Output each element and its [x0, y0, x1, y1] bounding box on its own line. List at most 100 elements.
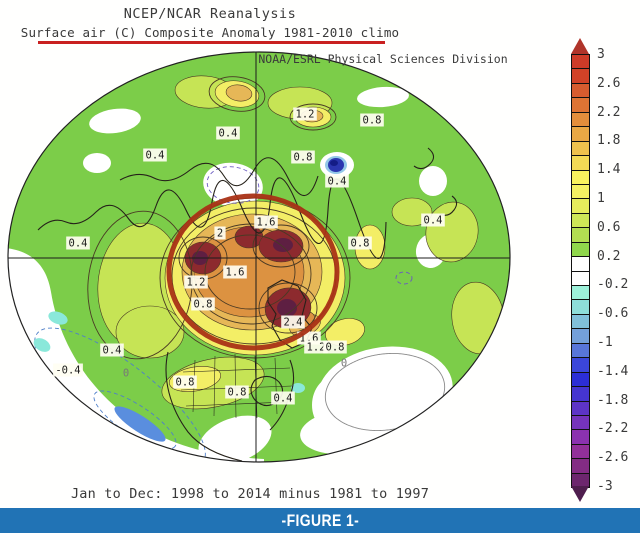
contour-label-box [348, 236, 372, 250]
colorbar-cell [572, 444, 589, 460]
colorbar-cell [572, 415, 589, 431]
contour-label-box [223, 265, 247, 279]
colorbar-arrow-up-icon [571, 38, 589, 54]
contour-label-box [184, 275, 208, 289]
contour-label-box [143, 148, 167, 162]
contour-label: 1.2 [296, 109, 315, 121]
contour-label: 0.8 [294, 152, 313, 164]
contour-label: 2 [217, 228, 223, 240]
colorbar-cell [572, 83, 589, 99]
colorbar-cell [572, 141, 589, 157]
colorbar-tick: 0.6 [597, 219, 621, 235]
colorbar-tick: -0.2 [597, 277, 629, 293]
colorbar-cell [572, 387, 589, 402]
colorbar-cell [572, 127, 589, 142]
colorbar-cell [572, 430, 589, 445]
contour-label-box [271, 391, 295, 405]
colorbar-cell [572, 170, 589, 185]
contour-label-box [254, 215, 278, 229]
colorbar-cell [572, 199, 589, 214]
contour-label: 1.2 [307, 342, 326, 354]
contour-label: 0.8 [176, 377, 195, 389]
contour-label: 1.6 [226, 267, 245, 279]
contour-label-box [304, 340, 328, 354]
contour-label-box [100, 343, 124, 357]
globe-outline [7, 51, 511, 463]
contour-label: 0.4 [328, 176, 347, 188]
contour-label: 0.8 [363, 115, 382, 127]
colorbar-cell [572, 300, 589, 315]
colorbar-tick: 0.2 [597, 248, 621, 264]
cold-spot-core [330, 160, 338, 166]
colorbar: 3 2.6 2.2 1.8 1.4 1 0.6 0.2 -0.2 -0.6 -1 -1.4 -1.8 -2… [571, 38, 640, 504]
colorbar-cell [572, 242, 589, 258]
org-line: NOAA/ESRL Physical Sciences Division [258, 52, 508, 66]
colorbar-cell [572, 401, 589, 416]
zero-contour-atlantic [324, 353, 446, 431]
colorbar-ticks: 3 2.6 2.2 1.8 1.4 1 0.6 0.2 -0.2 -0.6 -1 -1.4 -1.8 -2… [597, 47, 640, 494]
mid-blue-core [114, 406, 166, 442]
colorbar-cell [572, 112, 589, 128]
contour-label-box [225, 385, 249, 399]
colorbar-cell [572, 271, 589, 286]
contour-label-box [66, 236, 90, 250]
contour-label: 0.4 [146, 150, 165, 162]
contour-label-box [325, 174, 349, 188]
colorbar-tick: 3 [597, 47, 605, 62]
colorbar-cell [572, 69, 589, 84]
colorbar-tick: -3 [597, 479, 613, 494]
contour-label: 2.4 [284, 317, 303, 329]
contour-label: 0.8 [351, 238, 370, 250]
colorbar-cell [572, 184, 589, 200]
chart-title: NCEP/NCAR Reanalysis [123, 6, 297, 22]
colorbar-tick: -2.2 [597, 421, 629, 437]
contour-label-box [173, 375, 197, 389]
colorbar-tick: -1.4 [597, 363, 629, 379]
contour-label-box [293, 107, 317, 121]
colorbar-cell [572, 286, 589, 301]
colorbar-cell [572, 343, 589, 359]
contour-label-box [214, 226, 226, 240]
contour-label: 0.8 [326, 342, 345, 354]
map-fill-layers [8, 52, 510, 462]
contour-label: 0.4 [219, 128, 238, 140]
colorbar-arrow-down-icon [571, 486, 589, 502]
colorbar-cell [572, 213, 589, 229]
contour-label: 0.4 [274, 393, 293, 405]
figure-bar: -FIGURE 1- [0, 508, 640, 533]
colorbar-cell [572, 98, 589, 113]
colorbar-cell [572, 459, 589, 474]
contour-label: 1.6 [257, 217, 276, 229]
colorbar-tick: 1.8 [597, 133, 621, 149]
colorbar-tick: -1.8 [597, 392, 629, 408]
contour-label: 0.4 [103, 345, 122, 357]
colorbar-cell [572, 329, 589, 344]
figure-label: -FIGURE 1- [281, 510, 359, 530]
contour-label: 0.4 [424, 215, 443, 227]
contour-label-box [53, 363, 83, 377]
contour-label: 0.4 [69, 238, 88, 250]
contour-rings [87, 76, 351, 360]
contour-label-box [360, 113, 384, 127]
neg-contour-ring [206, 166, 260, 204]
colorbar-cell [572, 372, 589, 388]
contour-labels: 0.40.4-0.4 00.40.41.2 0.80.80.40.40.821.61… [53, 107, 445, 405]
contour-label-box [323, 340, 347, 354]
gridlines [8, 52, 510, 462]
colorbar-cells [571, 54, 590, 488]
subtitle-red-underline [38, 41, 385, 44]
colorbar-tick: -1 [597, 335, 613, 350]
contour-label-box [216, 126, 240, 140]
colorbar-tick: -0.6 [597, 306, 629, 322]
colorbar-cell [572, 358, 589, 373]
cyan-cold-regions [33, 311, 305, 462]
contour-label: 0.8 [228, 387, 247, 399]
contour-label: 0.8 [194, 299, 213, 311]
contour-label: -0.4 [55, 365, 80, 377]
contour-label: 0 [341, 358, 347, 370]
contour-label: 0 [123, 368, 129, 380]
colorbar-tick: 2.6 [597, 75, 621, 91]
colorbar-cell [572, 257, 589, 272]
